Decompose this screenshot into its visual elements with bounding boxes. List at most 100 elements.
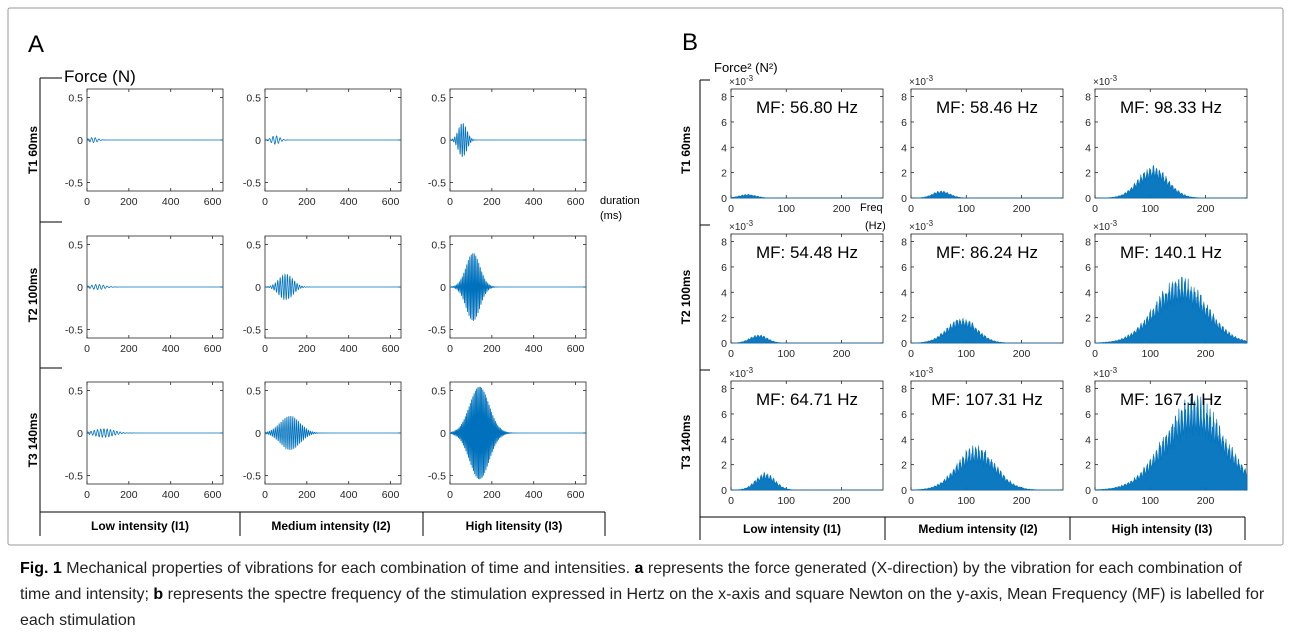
- mf-label: MF: 107.31 Hz: [931, 390, 1043, 409]
- x-tick-label: 200: [298, 489, 316, 501]
- x-tick-label: 100: [1142, 495, 1160, 507]
- x-tick-label: 200: [1013, 348, 1031, 360]
- y-tick-label: 0.5: [431, 240, 446, 252]
- y-exponent-label: ×10-3: [1093, 219, 1118, 233]
- x-tick-label: 200: [298, 343, 316, 355]
- y-tick-label: 2: [1085, 168, 1091, 180]
- y-tick-label: -0.5: [243, 325, 261, 337]
- y-tick-label: 0: [440, 282, 446, 294]
- x-tick-label: 100: [958, 348, 976, 360]
- mf-label: MF: 58.46 Hz: [936, 98, 1038, 117]
- x-tick-label: 200: [1197, 348, 1215, 360]
- x-tick-label: 400: [340, 196, 358, 208]
- x-tick-label: 600: [567, 489, 585, 501]
- x-tick-label: 200: [833, 495, 851, 507]
- y-tick-label: 0: [1085, 485, 1091, 497]
- y-exponent-label: ×10-3: [909, 366, 934, 380]
- x-tick-label: 600: [204, 196, 222, 208]
- panel-a: AForce (N)duration(ms)T1 60msT2 100msT3 …: [26, 31, 640, 536]
- x-tick-label: 100: [778, 495, 796, 507]
- x-tick-label: 200: [483, 343, 501, 355]
- y-tick-label: 0.5: [431, 386, 446, 398]
- x-tick-label: 200: [120, 196, 138, 208]
- y-tick-label: 0: [1085, 193, 1091, 205]
- panel-a-col-label: Low intensity (I1): [91, 519, 189, 533]
- x-tick-label: 200: [120, 343, 138, 355]
- panel-b-xlabel-2: (Hz): [865, 220, 886, 232]
- panel-a-xlabel-2: (ms): [600, 210, 622, 222]
- y-tick-label: 8: [901, 92, 907, 104]
- x-tick-label: 400: [525, 196, 543, 208]
- y-tick-label: 0: [440, 135, 446, 147]
- y-tick-label: 0: [901, 485, 907, 497]
- y-tick-label: 2: [1085, 460, 1091, 472]
- y-tick-label: 6: [901, 117, 907, 129]
- panel-b-col-label: High intensity (I3): [1112, 522, 1213, 536]
- x-tick-label: 0: [1092, 495, 1098, 507]
- figure-caption: Fig. 1 Mechanical properties of vibratio…: [20, 556, 1270, 634]
- panel-b-row-label: T3 140ms: [679, 414, 693, 469]
- x-tick-label: 200: [120, 489, 138, 501]
- y-tick-label: 2: [721, 460, 727, 472]
- mf-label: MF: 86.24 Hz: [936, 243, 1038, 262]
- x-tick-label: 0: [728, 495, 734, 507]
- x-tick-label: 0: [908, 495, 914, 507]
- x-tick-label: 600: [567, 343, 585, 355]
- y-tick-label: 6: [721, 117, 727, 129]
- y-exponent-power: -3: [926, 219, 934, 228]
- x-tick-label: 0: [262, 343, 268, 355]
- y-tick-label: 0.5: [246, 240, 261, 252]
- y-tick-label: 4: [901, 287, 907, 299]
- y-exponent-label: ×10-3: [909, 219, 934, 233]
- y-tick-label: 2: [901, 460, 907, 472]
- y-tick-label: 4: [721, 287, 727, 299]
- y-tick-label: 0: [440, 428, 446, 440]
- y-tick-label: 0: [77, 282, 83, 294]
- y-tick-label: 4: [1085, 434, 1091, 446]
- panel-b-col-label: Low intensity (I1): [743, 522, 841, 536]
- y-tick-label: 6: [721, 409, 727, 421]
- panel-b-row-label: T2 100ms: [679, 269, 693, 324]
- x-tick-label: 200: [483, 489, 501, 501]
- y-tick-label: 0: [255, 282, 261, 294]
- x-tick-label: 100: [958, 495, 976, 507]
- y-tick-label: 0: [1085, 338, 1091, 350]
- x-tick-label: 0: [262, 196, 268, 208]
- panel-b-label: B: [682, 29, 698, 56]
- y-tick-label: 4: [721, 434, 727, 446]
- y-exponent-power: -3: [746, 366, 754, 375]
- y-tick-label: 6: [901, 262, 907, 274]
- y-tick-label: 4: [1085, 142, 1091, 154]
- y-tick-label: 0: [255, 428, 261, 440]
- x-tick-label: 0: [447, 196, 453, 208]
- x-tick-label: 0: [1092, 203, 1098, 215]
- mf-label: MF: 140.1 Hz: [1120, 243, 1222, 262]
- mf-label: MF: 54.48 Hz: [756, 243, 858, 262]
- panel-a-label: A: [28, 31, 44, 58]
- x-tick-label: 600: [567, 196, 585, 208]
- panel-a-col-label: High litensity (I3): [466, 519, 563, 533]
- x-tick-label: 0: [728, 348, 734, 360]
- x-tick-label: 600: [382, 196, 400, 208]
- panel-a-row-label: T1 60ms: [26, 126, 40, 174]
- x-tick-label: 200: [1013, 495, 1031, 507]
- y-tick-label: 8: [901, 384, 907, 396]
- x-tick-label: 400: [340, 343, 358, 355]
- mf-label: MF: 98.33 Hz: [1120, 98, 1222, 117]
- caption-fig-label: Fig. 1: [20, 560, 62, 577]
- y-tick-label: 2: [1085, 313, 1091, 325]
- x-tick-label: 100: [1142, 348, 1160, 360]
- y-tick-label: 0: [721, 338, 727, 350]
- y-tick-label: 0.5: [246, 386, 261, 398]
- x-tick-label: 400: [525, 489, 543, 501]
- y-tick-label: -0.5: [428, 325, 446, 337]
- y-tick-label: 2: [901, 313, 907, 325]
- x-tick-label: 100: [958, 203, 976, 215]
- y-exponent-power: -3: [926, 366, 934, 375]
- y-tick-label: 8: [1085, 92, 1091, 104]
- y-tick-label: 6: [1085, 409, 1091, 421]
- x-tick-label: 0: [1092, 348, 1098, 360]
- y-exponent-label: ×10-3: [1093, 366, 1118, 380]
- x-tick-label: 200: [833, 203, 851, 215]
